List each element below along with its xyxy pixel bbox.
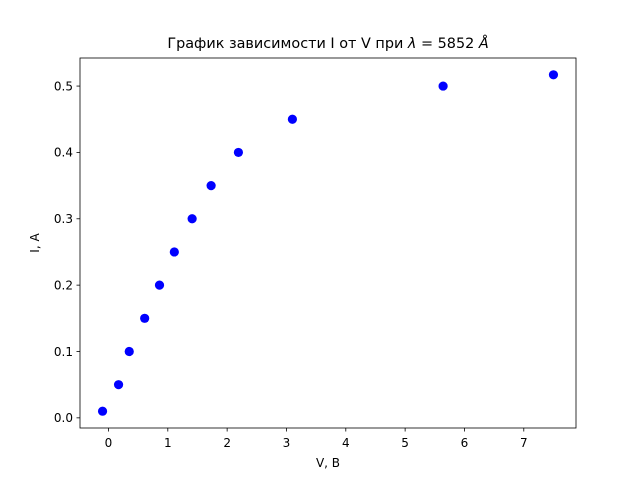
- data-point: [187, 214, 197, 224]
- x-tick-label: 7: [520, 436, 528, 450]
- data-points: [97, 70, 559, 416]
- x-tick-label: 1: [164, 436, 172, 450]
- y-tick-label: 0.0: [54, 411, 73, 425]
- y-axis-ticks: 0.0 0.1 0.2 0.3 0.4 0.5: [54, 79, 80, 425]
- plot-area: 0 1 2 3 4 5 6 7 0.0 0.1 0.2 0.3 0.4 0.5: [54, 57, 577, 450]
- y-axis-label: I, А: [28, 233, 42, 253]
- data-point: [140, 313, 150, 323]
- axes-frame: [79, 57, 577, 429]
- x-tick-label: 2: [223, 436, 231, 450]
- data-point: [206, 181, 216, 191]
- data-point: [113, 380, 124, 390]
- data-point: [169, 247, 179, 257]
- y-tick-label: 0.4: [54, 146, 73, 160]
- data-point: [97, 406, 108, 416]
- y-tick-label: 0.2: [54, 278, 73, 292]
- title-lambda: λ: [407, 36, 417, 52]
- x-tick-label: 3: [283, 436, 291, 450]
- data-point: [154, 280, 165, 290]
- x-tick-label: 4: [342, 436, 350, 450]
- y-tick-label: 0.3: [54, 212, 73, 226]
- y-tick-label: 0.5: [54, 79, 73, 93]
- x-axis-label: V, В: [316, 456, 340, 470]
- y-tick-label: 0.1: [54, 345, 73, 359]
- data-point: [233, 147, 244, 158]
- x-tick-label: 0: [105, 436, 113, 450]
- title-angstrom: Å: [478, 35, 489, 52]
- x-axis-ticks: 0 1 2 3 4 5 6 7: [105, 428, 528, 450]
- data-point: [438, 81, 448, 91]
- x-tick-label: 5: [401, 436, 409, 450]
- chart-title: График зависимости I от V при λ = 5852 Å: [167, 35, 488, 52]
- x-tick-label: 6: [461, 436, 469, 450]
- data-point: [287, 114, 297, 124]
- data-point: [548, 70, 559, 80]
- data-point: [124, 346, 134, 357]
